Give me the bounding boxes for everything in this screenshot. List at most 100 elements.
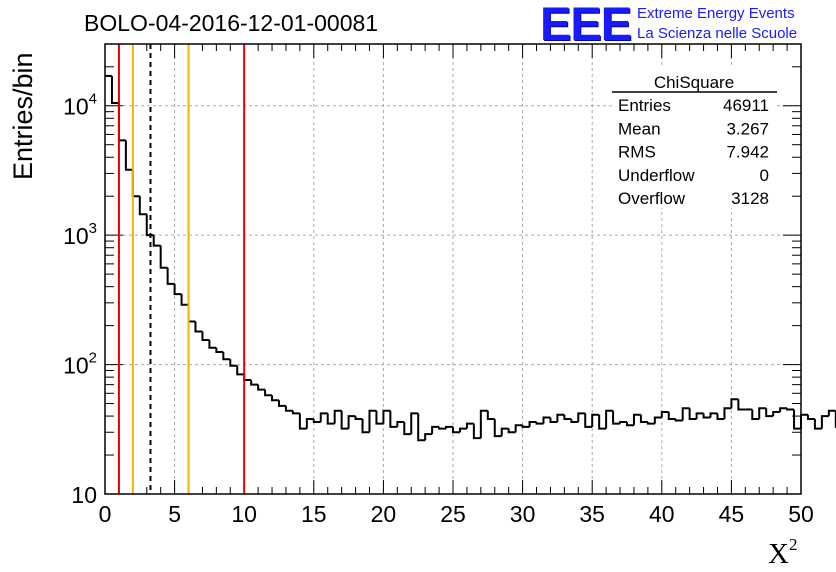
- stats-value: 3128: [731, 189, 769, 208]
- stats-title: ChiSquare: [654, 73, 734, 92]
- histogram-bin: [250, 380, 259, 386]
- histogram-bin: [284, 405, 293, 412]
- histogram-bin: [674, 418, 683, 422]
- histogram-bin: [431, 425, 440, 435]
- histogram-bin: [291, 410, 300, 415]
- histogram-bin: [528, 421, 537, 427]
- histogram-bin: [159, 245, 168, 269]
- histogram-bin: [765, 408, 774, 418]
- histogram-bin: [333, 409, 342, 424]
- histogram-bin: [458, 427, 467, 433]
- histogram-bin: [598, 414, 607, 430]
- histogram-bin: [500, 427, 509, 437]
- histogram-bin: [424, 433, 433, 441]
- histogram-bin: [563, 414, 572, 420]
- x-tick-label: 35: [579, 501, 605, 527]
- stats-value: 3.267: [726, 119, 769, 138]
- histogram-bin: [605, 409, 614, 429]
- x-tick-label: 40: [649, 501, 675, 527]
- histogram-bin: [646, 422, 655, 425]
- chart-title: BOLO-04-2016-12-01-00081: [84, 10, 379, 36]
- x-axis-label: X2: [768, 535, 797, 571]
- histogram-bin: [570, 418, 579, 424]
- histogram-bin: [612, 410, 621, 425]
- histogram-bin: [556, 413, 565, 423]
- histogram-bin: [779, 407, 788, 413]
- histogram-bin: [173, 283, 182, 296]
- histogram-bin: [577, 412, 586, 423]
- stats-label: Entries: [618, 96, 671, 115]
- histogram-bin: [403, 422, 412, 436]
- histogram-bin: [298, 413, 307, 430]
- histogram-bin: [820, 415, 829, 429]
- histogram-bin: [535, 422, 544, 425]
- x-tick-label: 0: [99, 501, 112, 527]
- histogram-bin: [521, 425, 530, 428]
- histogram-bin: [639, 414, 648, 424]
- histogram-bin: [681, 407, 690, 421]
- histogram-bin: [361, 418, 370, 434]
- histogram-bin: [737, 399, 746, 411]
- x-tick-label: 50: [788, 501, 814, 527]
- histogram-bin: [813, 418, 822, 430]
- histogram-bin: [452, 426, 460, 434]
- histogram-bin: [632, 413, 641, 426]
- histogram-bin: [201, 331, 210, 341]
- y-axis-label: Entries/bin: [8, 52, 38, 180]
- histogram-bin: [271, 395, 279, 402]
- histogram-bin: [653, 416, 662, 424]
- histogram-bin: [786, 408, 795, 411]
- logo-subtitle-1: Extreme Energy Events: [637, 5, 795, 22]
- histogram-bin: [542, 416, 551, 424]
- stats-label: Underflow: [618, 166, 695, 185]
- histogram-bin: [772, 411, 781, 417]
- histogram-bin: [758, 407, 767, 419]
- histogram-bin: [688, 408, 697, 420]
- stats-value: 7.942: [726, 143, 769, 162]
- histogram-bin: [667, 412, 676, 420]
- histogram-bin: [110, 75, 119, 105]
- histogram-bin: [326, 413, 335, 425]
- histogram-bin: [229, 359, 238, 367]
- histogram-bin: [549, 417, 558, 424]
- histogram-bin: [257, 384, 266, 391]
- x-axis-label-exponent: 2: [788, 535, 798, 554]
- stats-label: Mean: [618, 119, 661, 138]
- histogram-bin: [382, 409, 391, 424]
- histogram-bin: [793, 409, 801, 430]
- histogram-bin: [389, 410, 398, 428]
- histogram-bin: [124, 140, 133, 171]
- histogram-bin: [716, 413, 725, 420]
- histogram-bin: [702, 413, 711, 419]
- histogram-bin: [375, 410, 384, 425]
- histogram-bin: [312, 418, 321, 424]
- stats-value: 0: [760, 166, 769, 185]
- histogram-bin: [347, 415, 356, 429]
- x-tick-label: 20: [371, 501, 397, 527]
- histogram-bin: [591, 413, 600, 427]
- y-tick-label: 10: [71, 482, 97, 508]
- stats-label: Overflow: [618, 189, 686, 208]
- histogram-bin: [222, 352, 231, 361]
- histogram-bin: [368, 409, 377, 433]
- histogram-bin: [660, 411, 669, 418]
- histogram-bin: [751, 409, 760, 420]
- histogram-bin: [584, 413, 593, 428]
- plot-frame: [104, 43, 802, 495]
- y-tick-label: 103: [63, 220, 97, 249]
- histogram-bin: [438, 426, 447, 430]
- histogram-bin: [180, 294, 189, 306]
- eee-logo: EEE: [540, 0, 632, 50]
- histogram-bin: [194, 321, 203, 333]
- stats-value: 46911: [723, 96, 769, 115]
- histogram-bin: [730, 398, 739, 409]
- histogram-bin: [152, 235, 161, 247]
- x-tick-label: 30: [510, 501, 536, 527]
- histogram-bin: [514, 424, 523, 433]
- histogram-bin: [465, 422, 474, 429]
- histogram-bin: [709, 412, 718, 418]
- histogram-bin: [410, 412, 419, 435]
- x-tick-label: 25: [440, 501, 466, 527]
- y-tick-label: 102: [63, 350, 97, 379]
